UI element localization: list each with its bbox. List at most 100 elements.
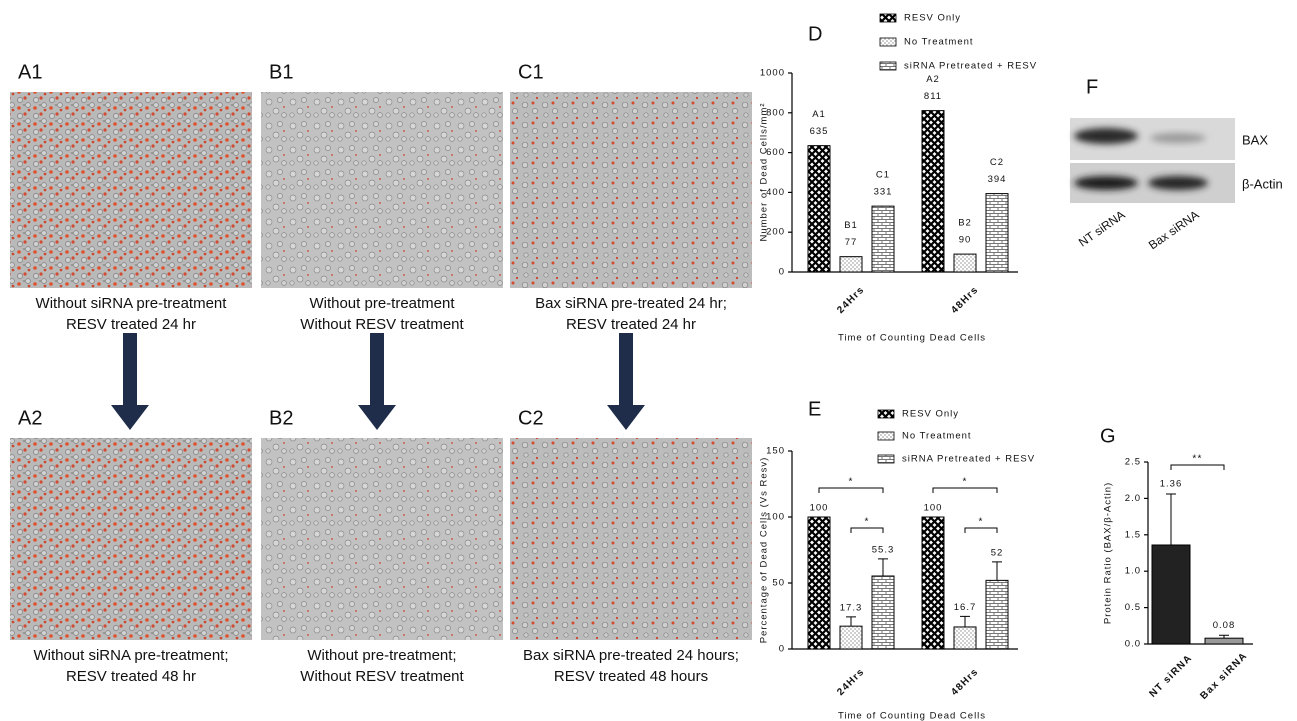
blot-band (1150, 133, 1206, 143)
caption: RESV treated 48 hours (554, 668, 708, 685)
y-tick-label: 150 (766, 446, 785, 457)
caption: Without RESV treatment (300, 668, 464, 685)
legend-label: No Treatment (902, 431, 972, 442)
value-label: 77 (845, 237, 858, 248)
significance-label: * (848, 477, 853, 488)
significance-bracket (932, 487, 998, 493)
y-tick-label: 1000 (760, 68, 785, 79)
y-tick-label: 100 (766, 512, 785, 523)
value-label: 16.7 (954, 602, 977, 613)
bar (1151, 544, 1191, 645)
x-tick-label: 48Hrs (949, 666, 981, 698)
caption: Bax siRNA pre-treated 24 hours; (523, 647, 739, 664)
significance-label: * (962, 477, 967, 488)
y-tick-label: 0 (779, 644, 785, 655)
legend-label: RESV Only (902, 409, 959, 420)
point-label: B1 (844, 220, 858, 231)
lane-label: NT siRNA (1076, 208, 1128, 250)
micrograph (510, 92, 752, 288)
value-label: 90 (959, 235, 972, 246)
y-tick-label: 1.5 (1125, 529, 1141, 540)
legend-swatch (879, 37, 897, 47)
value-label: 331 (874, 187, 893, 198)
value-label: 100 (810, 503, 829, 514)
y-tick-label: 600 (766, 147, 785, 158)
panel-label: C1 (518, 61, 544, 83)
bar (985, 193, 1009, 273)
value-label: 635 (810, 126, 829, 137)
legend-label: No Treatment (904, 37, 974, 48)
arrow (111, 333, 149, 430)
micrograph (261, 92, 503, 288)
blot-band (1074, 128, 1138, 144)
significance-bracket (818, 487, 884, 493)
x-axis-label: Time of Counting Dead Cells (838, 711, 986, 721)
caption: Without siRNA pre-treatment (36, 295, 228, 312)
y-axis-label: Number of Dead Cells/mm² (759, 102, 770, 241)
legend-swatch (877, 431, 895, 441)
legend-swatch (879, 61, 897, 71)
legend-swatch (879, 13, 897, 23)
lane-label: Bax siRNA (1146, 208, 1202, 253)
value-label: 55.3 (872, 544, 895, 555)
error-bar (878, 558, 888, 577)
bar (871, 575, 895, 650)
significance-label: * (978, 517, 983, 528)
y-tick-label: 0.0 (1125, 639, 1141, 650)
micrograph (10, 438, 252, 640)
caption: Bax siRNA pre-treated 24 hr; (535, 295, 727, 312)
caption: Without RESV treatment (300, 316, 464, 333)
error-bar (992, 561, 1002, 581)
x-tick-label: 48Hrs (949, 284, 981, 316)
panel-label: B1 (269, 61, 293, 83)
bar (839, 625, 863, 650)
significance-label: ** (1192, 454, 1202, 465)
y-tick-label: 400 (766, 187, 785, 198)
panel-label: G (1100, 425, 1116, 447)
y-axis-label: Percentage of Dead Cells (Vs Resv) (759, 457, 770, 644)
point-label: A1 (812, 109, 826, 120)
bar (953, 626, 977, 650)
value-label: 0.08 (1213, 620, 1236, 631)
error-bar (846, 616, 856, 627)
y-tick-label: 0 (779, 267, 785, 278)
bar (953, 253, 977, 273)
error-bar (1219, 634, 1229, 639)
panel-label: D (808, 23, 822, 45)
x-tick-label: Bax siRNA (1198, 650, 1250, 702)
micrograph (261, 438, 503, 640)
y-tick-label: 50 (772, 578, 785, 589)
panel-label: F (1086, 76, 1098, 98)
blot-band (1074, 176, 1138, 190)
arrow (358, 333, 396, 430)
bar (921, 110, 945, 273)
y-tick-label: 0.5 (1125, 602, 1141, 613)
y-tick-label: 2.5 (1125, 457, 1141, 468)
y-axis-label: Protein Ratio (BAX/β-Actin) (1103, 482, 1114, 624)
value-label: 394 (988, 174, 1007, 185)
bar (985, 579, 1009, 650)
bar (871, 205, 895, 273)
panel-label: A2 (18, 407, 42, 429)
value-label: 100 (924, 503, 943, 514)
y-tick-label: 1.0 (1125, 566, 1141, 577)
y-tick-label: 800 (766, 107, 785, 118)
y-tick-label: 2.0 (1125, 493, 1141, 504)
panel-label: E (808, 398, 821, 420)
bar (839, 256, 863, 273)
caption: RESV treated 24 hr (566, 316, 696, 333)
bar (1204, 637, 1244, 645)
band-label: β-Actin (1242, 176, 1283, 191)
legend-label: siRNA Pretreated + RESV (902, 454, 1035, 465)
arrow (607, 333, 645, 430)
value-label: 17.3 (840, 602, 863, 613)
legend-swatch (877, 409, 895, 419)
value-label: 811 (924, 91, 942, 102)
error-bar (960, 615, 970, 627)
blot-band (1148, 176, 1208, 190)
caption: Without siRNA pre-treatment; (33, 647, 228, 664)
bar (807, 516, 831, 650)
significance-label: * (864, 517, 869, 528)
significance-bracket (1170, 464, 1225, 470)
